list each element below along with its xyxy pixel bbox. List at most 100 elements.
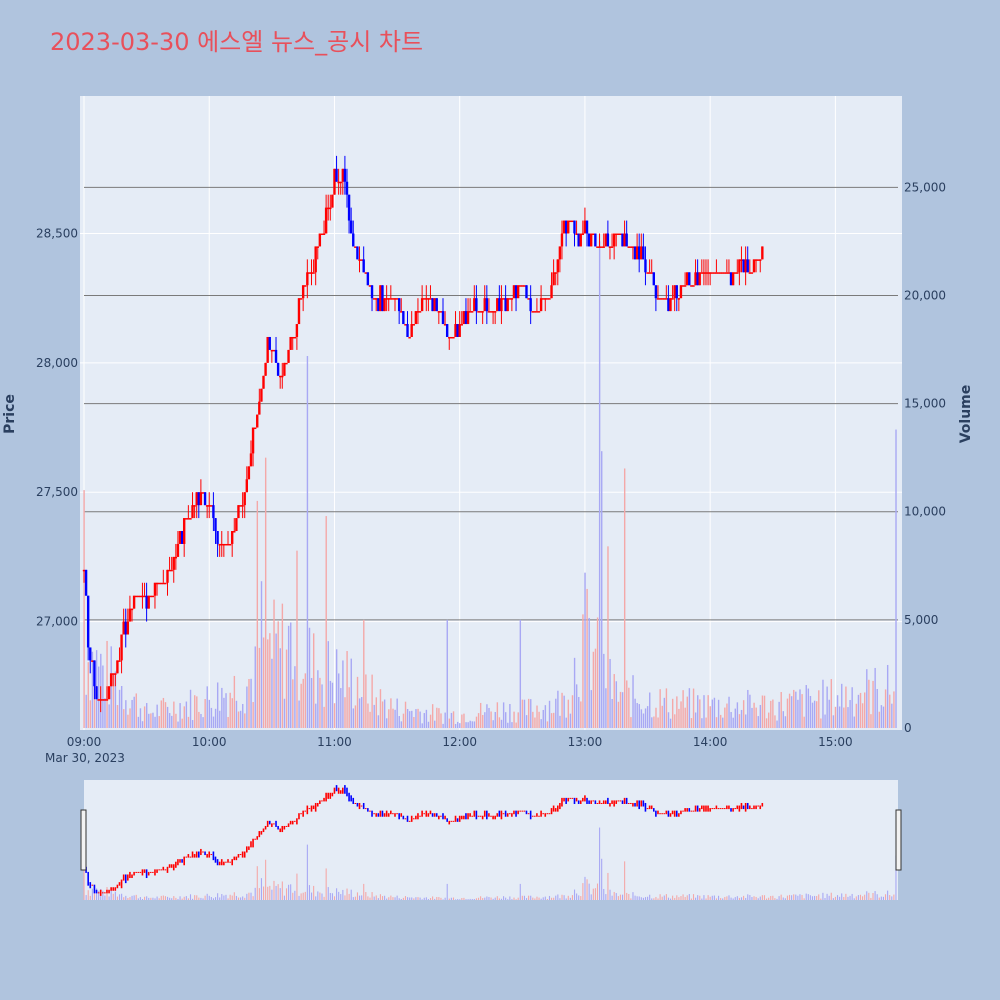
slider-volume-bar xyxy=(889,895,891,900)
volume-bar xyxy=(688,688,691,728)
slider-volume-bar xyxy=(816,896,818,900)
slider-volume-bar xyxy=(116,896,118,900)
candle-body xyxy=(656,298,660,300)
range-slider[interactable] xyxy=(80,780,902,900)
volume-bar xyxy=(653,716,655,728)
volume-bar xyxy=(569,713,572,728)
slider-volume-bar xyxy=(377,898,379,900)
volume-bar xyxy=(649,692,651,728)
volume-bar xyxy=(565,717,567,728)
range-slider-background[interactable] xyxy=(84,780,898,900)
volume-bar xyxy=(129,708,131,728)
candle-body xyxy=(679,285,683,299)
slider-volume-bar xyxy=(279,888,281,900)
volume-bar xyxy=(465,722,467,728)
slider-volume-bar xyxy=(331,893,333,900)
candle-body xyxy=(189,518,192,520)
volume-bar xyxy=(85,694,87,728)
candle-body xyxy=(366,272,370,286)
slider-volume-bar xyxy=(801,894,803,900)
range-slider-left-handle[interactable] xyxy=(80,809,87,871)
candle-body xyxy=(627,246,630,248)
volume-bar xyxy=(250,678,252,728)
candle-body xyxy=(195,492,198,506)
volume-bar xyxy=(166,706,169,728)
candle-body xyxy=(264,362,267,376)
candle-body xyxy=(717,272,720,274)
slider-volume-bar xyxy=(782,897,784,900)
slider-volume-bar xyxy=(233,892,235,900)
slider-volume-bar xyxy=(868,892,870,900)
volume-bar xyxy=(811,702,814,728)
candle-body xyxy=(95,686,98,700)
candle-body xyxy=(558,246,562,260)
slider-volume-bar xyxy=(298,895,300,900)
volume-bar xyxy=(857,694,860,728)
slider-volume-bar xyxy=(584,876,586,900)
volume-bar xyxy=(221,687,223,728)
candle-body xyxy=(625,233,628,247)
candle-body xyxy=(696,272,699,286)
range-slider-right-handle[interactable] xyxy=(895,809,902,871)
slider-volume-bar xyxy=(563,895,565,900)
candle-body xyxy=(281,375,284,378)
slider-volume-bar xyxy=(523,895,525,900)
volume-bar xyxy=(546,721,549,728)
slider-volume-bar xyxy=(874,891,876,900)
slider-volume-bar xyxy=(471,899,473,900)
volume-bar xyxy=(598,241,601,728)
volume-bar xyxy=(381,701,384,728)
slider-volume-bar xyxy=(427,899,429,900)
volume-bar xyxy=(830,679,833,728)
candle-body xyxy=(531,311,534,313)
y-tick-label: 28,500 xyxy=(36,226,78,240)
slider-volume-bar xyxy=(503,896,505,900)
volume-bar xyxy=(805,685,807,728)
candle-body xyxy=(554,272,557,274)
candle-body xyxy=(174,556,178,559)
slider-volume-bar xyxy=(112,893,114,900)
candle-body xyxy=(535,311,539,313)
slider-volume-bar xyxy=(878,897,880,900)
candle-body xyxy=(579,233,582,247)
volume-bar xyxy=(623,468,626,728)
candle-body xyxy=(756,259,760,261)
slider-volume-bar xyxy=(486,896,488,900)
slider-volume-bar xyxy=(818,894,820,900)
slider-volume-bar xyxy=(141,898,144,900)
candle-body xyxy=(151,595,155,598)
slider-volume-bar xyxy=(396,895,398,900)
volume-bar xyxy=(135,693,137,728)
volume-bar xyxy=(308,627,311,728)
candle-body xyxy=(276,362,280,376)
candle-body xyxy=(473,298,476,312)
candle-body xyxy=(180,531,184,544)
slider-volume-bar xyxy=(375,895,377,900)
slider-volume-bar xyxy=(718,895,720,900)
slider-volume-bar xyxy=(407,897,409,900)
volume-bar xyxy=(749,694,751,728)
slider-volume-bar xyxy=(699,895,701,900)
candle-body xyxy=(477,311,480,313)
slider-volume-bar xyxy=(811,896,814,900)
volume-bar xyxy=(91,651,94,728)
candle-body xyxy=(241,505,244,507)
candle-body xyxy=(487,311,491,313)
volume-bar xyxy=(822,679,824,728)
slider-volume-bar xyxy=(515,899,517,900)
volume-bar xyxy=(379,689,382,728)
candle-body xyxy=(431,298,434,312)
candle-body xyxy=(99,699,102,701)
candle-body xyxy=(498,298,501,312)
candle-body xyxy=(310,272,313,274)
candle-body xyxy=(750,272,754,274)
slider-volume-bar xyxy=(624,861,626,900)
volume-bar xyxy=(784,716,787,728)
volume-bar xyxy=(707,695,709,728)
slider-volume-bar xyxy=(498,898,500,900)
candle-body xyxy=(418,311,422,313)
candle-body xyxy=(293,336,297,339)
slider-volume-bar xyxy=(824,897,826,900)
volume-bar xyxy=(851,687,853,728)
volume-bar xyxy=(882,706,885,728)
